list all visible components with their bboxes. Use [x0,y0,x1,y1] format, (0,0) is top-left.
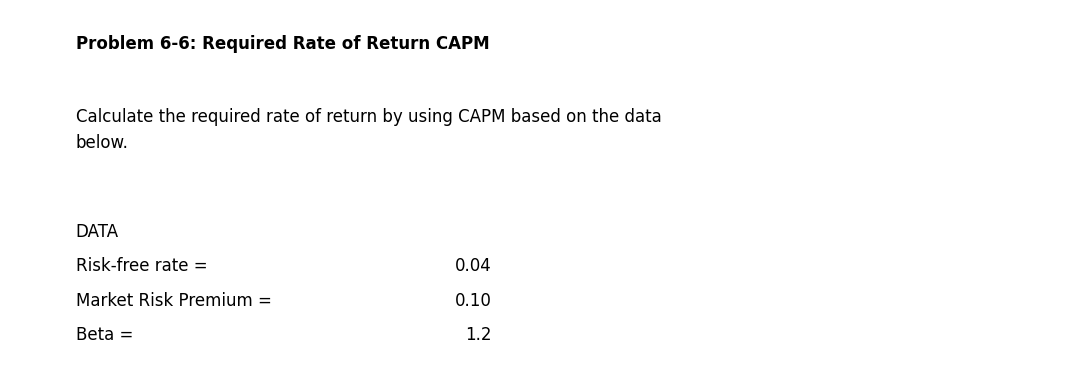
Text: 0.04: 0.04 [455,257,491,275]
Text: Market Risk Premium =: Market Risk Premium = [76,292,271,310]
Text: 0.10: 0.10 [455,292,491,310]
Text: Beta =: Beta = [76,326,133,344]
Text: Calculate the required rate of return by using CAPM based on the data
below.: Calculate the required rate of return by… [76,108,661,152]
Text: DATA: DATA [76,223,119,241]
Text: 1.2: 1.2 [464,326,491,344]
Text: Risk-free rate =: Risk-free rate = [76,257,207,275]
Text: Problem 6-6: Required Rate of Return CAPM: Problem 6-6: Required Rate of Return CAP… [76,35,489,53]
